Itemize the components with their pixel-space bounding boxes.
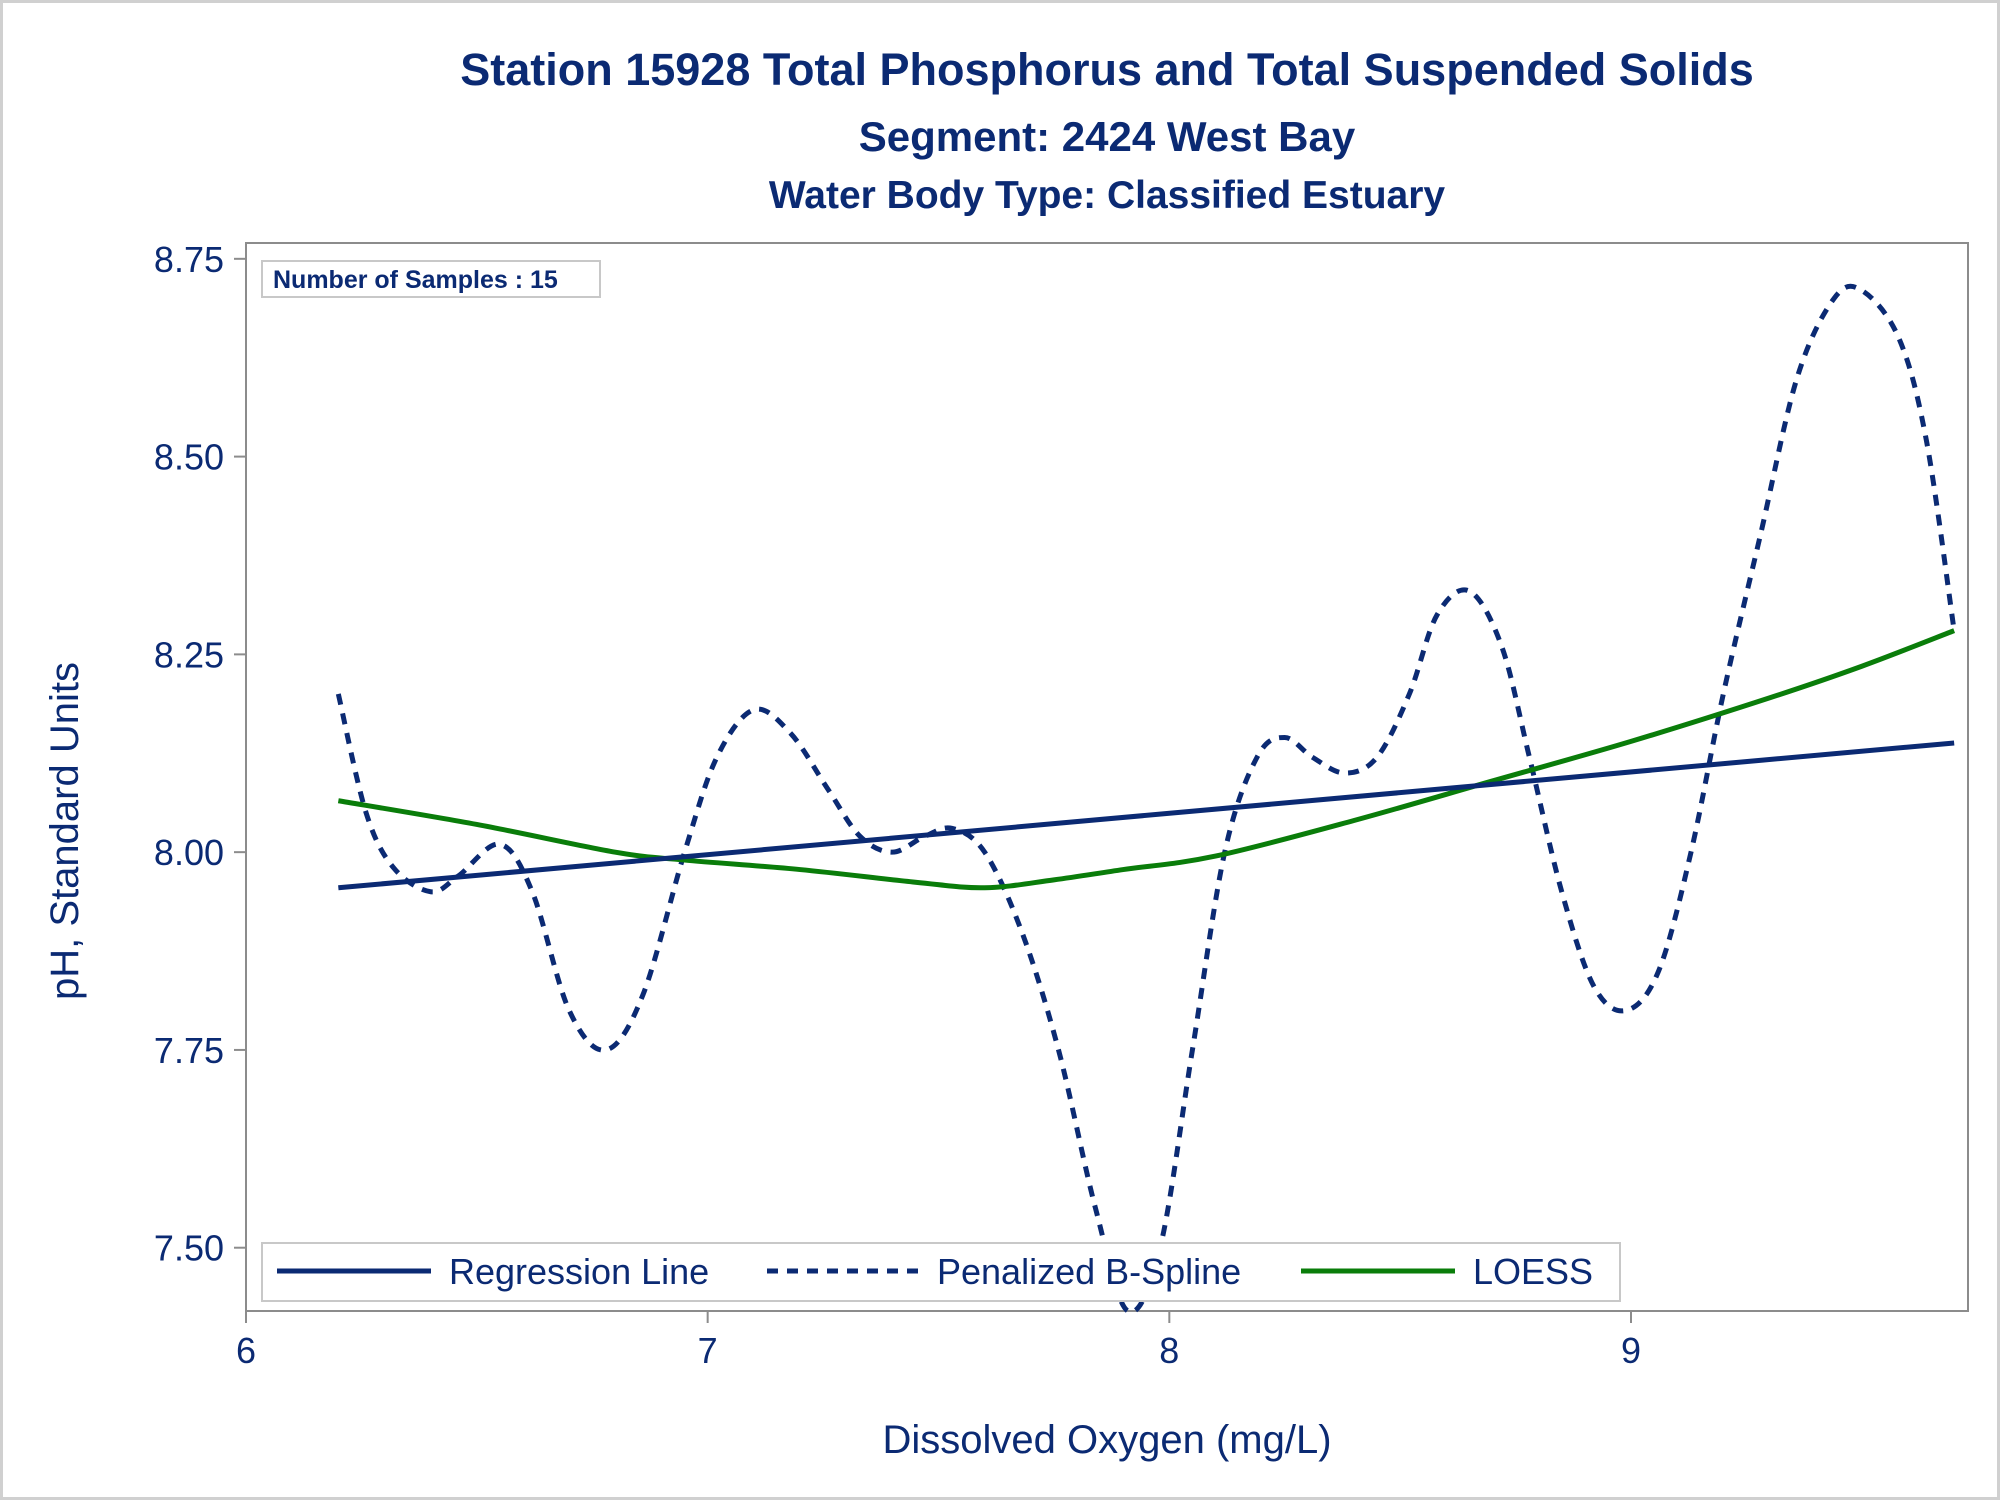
- series-layer: [335, 283, 1957, 1315]
- chart-svg: Station 15928 Total Phosphorus and Total…: [43, 44, 1969, 1462]
- y-tick-label: 8.75: [154, 239, 224, 280]
- y-axis-label: pH, Standard Units: [43, 662, 87, 1000]
- y-tick-label: 7.75: [154, 1030, 224, 1071]
- chart-subtitle: Segment: 2424 West Bay: [859, 113, 1356, 160]
- sample-count-box: Number of Samples : 15: [261, 260, 601, 298]
- y-tick-label: 8.00: [154, 832, 224, 873]
- x-tick-label: 7: [698, 1330, 718, 1371]
- sample-count-label: Number of Samples : 15: [273, 266, 558, 294]
- y-tick-label: 8.50: [154, 437, 224, 478]
- x-axis: 6 7 8 9: [236, 1311, 1641, 1371]
- legend-label: Penalized B-Spline: [937, 1251, 1241, 1292]
- chart-subtitle-2: Water Body Type: Classified Estuary: [769, 174, 1445, 217]
- x-axis-label: Dissolved Oxygen (mg/L): [882, 1418, 1331, 1462]
- sample-count-frame: [261, 260, 601, 298]
- series-line-regression-line: [338, 740, 1955, 891]
- y-tick-label: 8.25: [154, 634, 224, 675]
- plot-area: [245, 242, 1969, 1312]
- series-line-loess: [337, 628, 1956, 891]
- y-axis: 7.50 7.75 8.00 8.25 8.50 8.75: [154, 239, 246, 1269]
- legend-label: LOESS: [1473, 1251, 1593, 1292]
- x-tick-label: 9: [1621, 1330, 1641, 1371]
- chart-title: Station 15928 Total Phosphorus and Total…: [460, 44, 1754, 95]
- y-tick-label: 7.50: [154, 1228, 224, 1269]
- legend-label: Regression Line: [449, 1251, 709, 1292]
- x-tick-label: 6: [236, 1330, 256, 1371]
- legend: Regression Line Penalized B-Spline LOESS: [261, 1242, 1621, 1302]
- x-tick-label: 8: [1159, 1330, 1179, 1371]
- series-line-penalized-b-spline: [335, 283, 1957, 1315]
